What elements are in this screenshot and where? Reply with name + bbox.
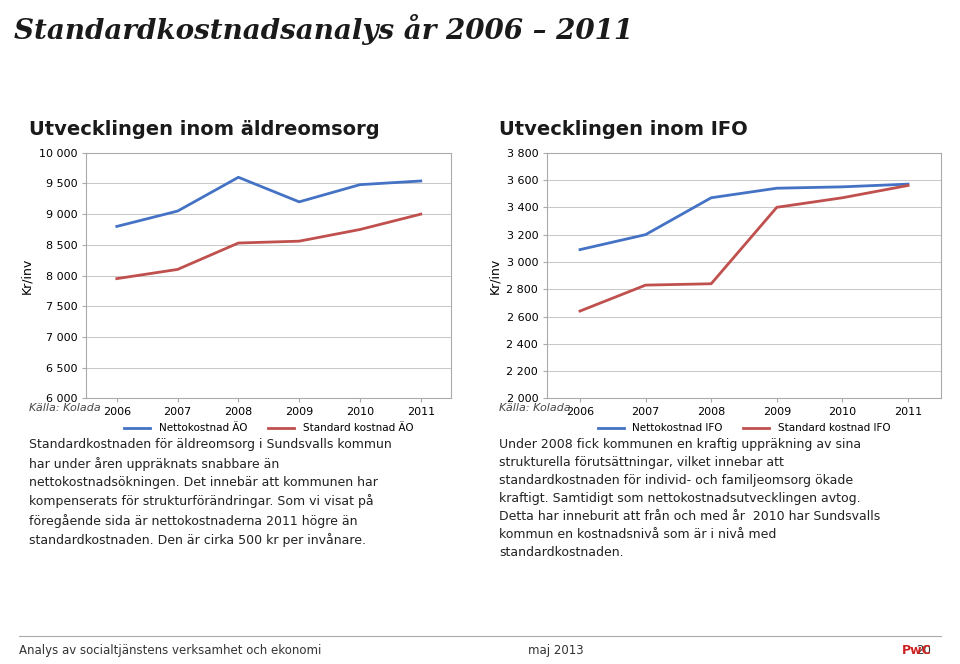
Text: PwC: PwC (901, 644, 931, 657)
Text: maj 2013: maj 2013 (528, 644, 584, 657)
Text: Under 2008 fick kommunen en kraftig uppräkning av sina
strukturella förutsättnin: Under 2008 fick kommunen en kraftig uppr… (499, 438, 880, 559)
Text: Analys av socialtjänstens verksamhet och ekonomi: Analys av socialtjänstens verksamhet och… (19, 644, 322, 657)
Text: Utvecklingen inom äldreomsorg: Utvecklingen inom äldreomsorg (29, 120, 379, 139)
Text: 20: 20 (917, 644, 931, 657)
Text: Standardkostnaden för äldreomsorg i Sundsvalls kommun
har under åren uppräknats : Standardkostnaden för äldreomsorg i Sund… (29, 438, 392, 547)
Text: Standardkostnadsanalys år 2006 – 2011: Standardkostnadsanalys år 2006 – 2011 (14, 15, 634, 45)
Text: Källa: Kolada: Källa: Kolada (29, 403, 101, 414)
Y-axis label: Kr/inv: Kr/inv (488, 258, 501, 293)
Text: Utvecklingen inom IFO: Utvecklingen inom IFO (499, 120, 748, 139)
Legend: Nettokostnad IFO, Standard kostnad IFO: Nettokostnad IFO, Standard kostnad IFO (593, 419, 895, 438)
Text: Källa: Kolada: Källa: Kolada (499, 403, 571, 414)
Y-axis label: Kr/inv: Kr/inv (20, 258, 34, 293)
Legend: Nettokostnad ÄO, Standard kostnad ÄO: Nettokostnad ÄO, Standard kostnad ÄO (120, 419, 418, 438)
